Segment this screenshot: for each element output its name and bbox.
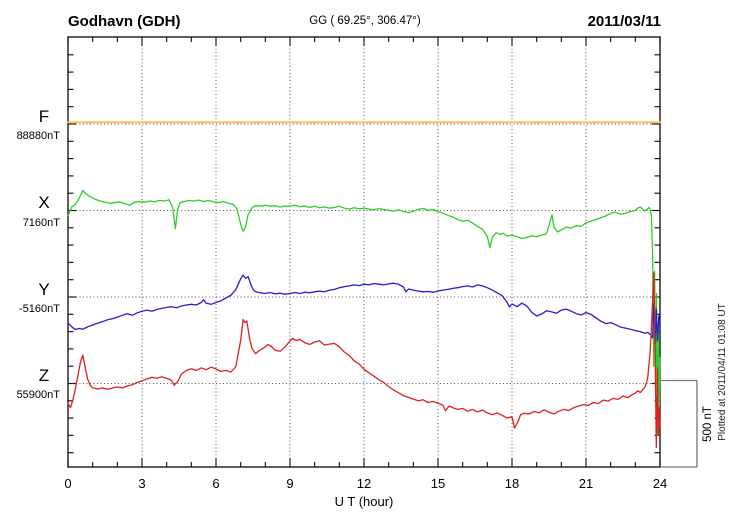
series-Z-label: Z [39,366,49,385]
series-X-label: X [38,193,49,212]
series-Y-baseline-value: -5160nT [19,303,60,315]
geographic-coords-label: GG ( 69.25°, 306.47°) [309,15,421,27]
x-tick-label-9: 9 [286,476,293,491]
series-Z-baseline-value: 55900nT [17,389,61,401]
station-title: Godhavn (GDH) [68,13,181,30]
x-tick-label-18: 18 [505,476,519,491]
x-tick-label-0: 0 [64,476,71,491]
series-X-baseline-value: 7160nT [23,217,61,229]
x-tick-label-6: 6 [212,476,219,491]
x-axis-title: U T (hour) [335,494,394,509]
plot-render-layer [67,36,698,468]
x-tick-label-15: 15 [431,476,445,491]
series-F-baseline-value: 88880nT [17,130,61,142]
series-F-label: F [39,107,49,126]
x-tick-label-12: 12 [357,476,371,491]
trace-X [67,189,661,437]
series-Y-label: Y [38,280,49,299]
scale-bar-label: 500 nT [702,406,714,442]
plot-frame [67,36,661,468]
date-label: 2011/03/11 [588,13,661,30]
x-tick-label-21: 21 [579,476,593,491]
trace-Y [67,274,661,345]
x-tick-label-3: 3 [138,476,145,491]
trace-Z [67,272,661,449]
x-tick-label-24: 24 [653,476,667,491]
plotted-at-note: Plotted at 2011/04/11 01:08 UT [717,303,728,441]
